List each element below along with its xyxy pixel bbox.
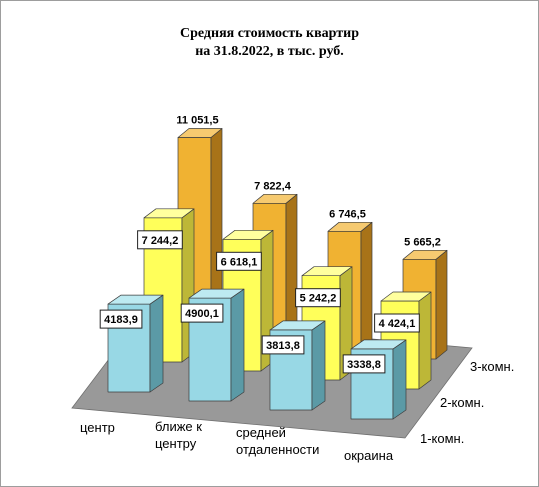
data-label-3-room-mid-distance: 6 746,5	[329, 208, 366, 220]
bar-top-face	[143, 208, 195, 219]
bar-top-face	[327, 221, 373, 232]
data-label-text: 7 822,4	[254, 180, 292, 192]
data-label-text: 4900,1	[185, 308, 219, 320]
chart-title: Средняя стоимость квартир на 31.8.2022, …	[0, 25, 539, 61]
bar-top-face	[252, 193, 298, 204]
bar-side-face	[311, 320, 326, 411]
bar-side-face	[360, 221, 373, 351]
data-labels-layer: 11 051,5 7 822,4 6 746,5 5 665,2 7 244,2 6 61…	[99, 115, 441, 374]
data-label-1-room-center: 4183,9	[99, 309, 143, 329]
bar-3-room-center	[177, 128, 223, 333]
data-label-2-room-near-center: 6 618,1	[216, 251, 262, 271]
series-label-1-room: 1-комн.	[420, 431, 465, 446]
data-label-box	[295, 288, 341, 308]
category-label-outskirts: окраина	[344, 448, 394, 463]
data-label-text: 3338,8	[347, 359, 381, 371]
data-label-text: 4 424,1	[379, 318, 416, 330]
bar-top-face	[222, 229, 274, 240]
data-label-box	[180, 303, 224, 323]
data-label-1-room-outskirts: 3338,8	[342, 354, 386, 374]
data-label-2-room-mid-distance: 5 242,2	[295, 288, 341, 308]
bar-side-face	[230, 288, 245, 402]
data-label-3-room-center: 11 051,5	[176, 115, 218, 127]
bar-top-face	[188, 288, 245, 299]
category-label-near-center: ближе к центру	[155, 419, 202, 451]
data-label-box	[137, 230, 183, 250]
bar-1-room-mid-distance	[269, 320, 326, 411]
chart-title-line-1: Средняя стоимость квартир	[180, 26, 359, 41]
data-label-1-room-near-center: 4900,1	[180, 303, 224, 323]
series-label-2-room: 2-комн.	[440, 395, 485, 410]
bar-side-face	[392, 339, 407, 420]
data-label-3-room-outskirts: 5 665,2	[404, 236, 441, 248]
data-label-text: 6 746,5	[329, 208, 366, 220]
bar-side-face	[285, 193, 298, 342]
chart-title-line-2: на 31.8.2022, в тыс. руб.	[195, 44, 344, 59]
bar-1-room-near-center	[188, 288, 245, 402]
bar-top-face	[177, 128, 223, 138]
data-label-1-room-mid-distance: 3813,8	[261, 335, 305, 355]
data-label-box	[261, 335, 305, 355]
bar-top-face	[301, 266, 353, 277]
data-label-3-room-near-center: 7 822,4	[254, 180, 292, 192]
data-label-text: 3813,8	[266, 340, 300, 352]
category-label-mid-distance: средней отдаленности	[236, 425, 320, 457]
category-label-center: центр	[80, 420, 115, 435]
data-label-2-room-center: 7 244,2	[137, 230, 183, 250]
data-label-text: 5 242,2	[300, 293, 337, 305]
bar-side-face	[149, 294, 164, 393]
bar-top-face	[269, 320, 326, 331]
bar-1-room-outskirts	[350, 339, 407, 420]
bars-layer	[107, 128, 448, 420]
data-label-box	[99, 309, 143, 329]
bar-side-face	[435, 249, 448, 360]
bar-top-face	[350, 339, 407, 350]
data-label-text: 7 244,2	[142, 235, 179, 247]
series-label-3-room: 3-комн.	[470, 359, 515, 374]
bar-top-face	[380, 291, 432, 302]
data-label-text: 5 665,2	[404, 236, 441, 248]
bar-side-face	[418, 291, 432, 390]
data-label-text: 11 051,5	[176, 115, 218, 127]
data-label-text: 6 618,1	[221, 256, 258, 268]
data-label-box	[342, 354, 386, 374]
data-label-2-room-outskirts: 4 424,1	[374, 313, 420, 333]
data-label-text: 4183,9	[104, 314, 138, 326]
bar-top-face	[402, 249, 448, 260]
data-label-box	[374, 313, 420, 333]
bar-top-face	[107, 294, 164, 305]
data-label-box	[216, 251, 262, 271]
